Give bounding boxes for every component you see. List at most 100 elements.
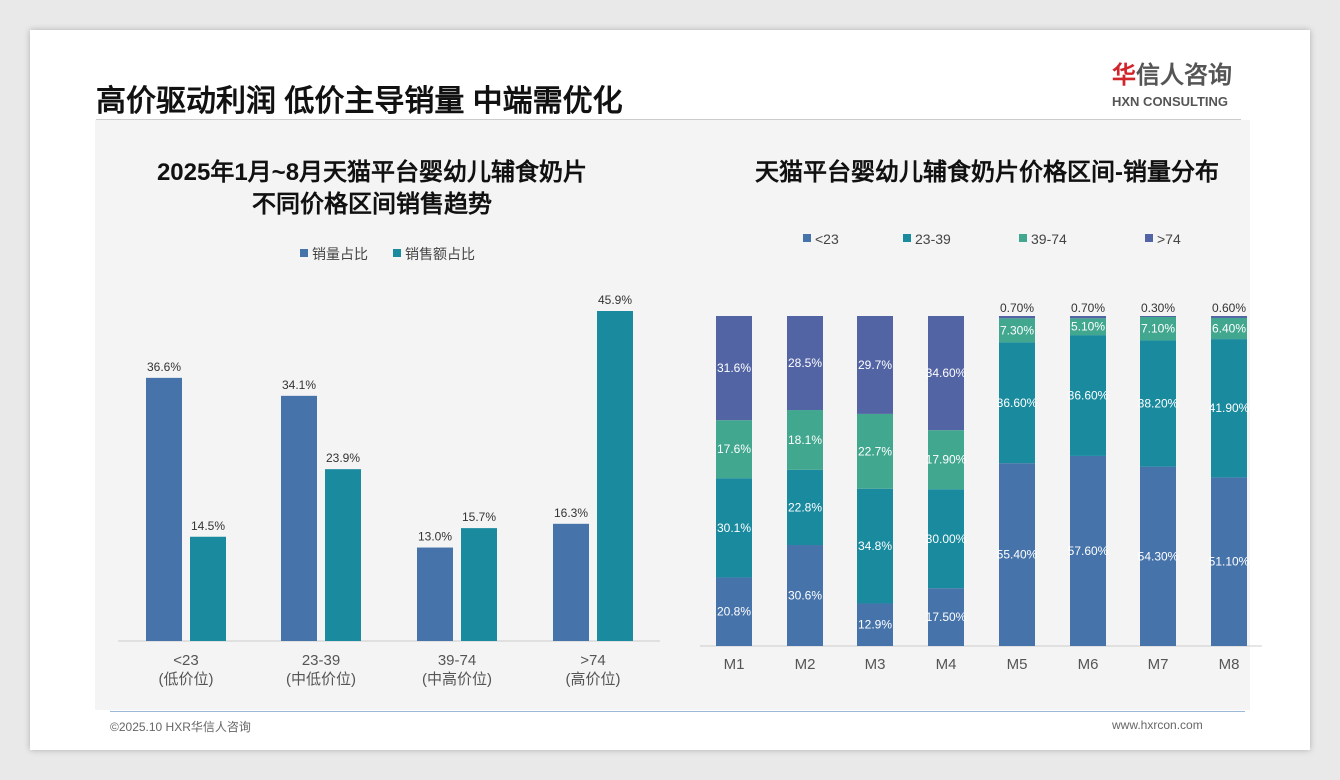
stacked-bar-segment	[1140, 466, 1176, 646]
stacked-bar-segment	[1140, 340, 1176, 467]
legend-label: >74	[1157, 231, 1181, 247]
stacked-bar-segment	[787, 316, 823, 411]
data-label: 41.90%	[1209, 401, 1250, 415]
bar	[461, 528, 497, 641]
bar	[597, 311, 633, 641]
right-chart-title: 天猫平台婴幼儿辅食奶片价格区间-销量分布	[755, 158, 1219, 186]
data-label: 57.60%	[1068, 544, 1109, 558]
legend-swatch	[1145, 234, 1153, 242]
website: www.hxrcon.com	[1112, 718, 1203, 732]
x-tick: M4	[936, 656, 957, 673]
x-tick-sub: (中高价位)	[422, 671, 492, 688]
data-label: 12.9%	[858, 618, 892, 632]
stacked-bar-segment	[857, 488, 893, 604]
stacked-bar-segment	[1140, 316, 1176, 341]
logo-cn: 信人咨询	[1136, 62, 1232, 89]
data-label: 34.1%	[282, 378, 316, 392]
data-label: 0.70%	[1000, 301, 1034, 315]
stacked-bar-segment	[787, 545, 823, 646]
x-tick: M2	[795, 656, 816, 673]
x-tick: M6	[1078, 656, 1099, 673]
legend-swatch	[300, 249, 308, 257]
x-tick: M1	[724, 656, 745, 673]
x-tick-sub: (高价位)	[566, 671, 621, 688]
data-label: 30.00%	[926, 532, 967, 546]
data-label: 7.30%	[1000, 323, 1034, 337]
data-label: 15.7%	[462, 510, 496, 524]
stacked-bar-segment	[787, 469, 823, 546]
x-tick: 39-74	[438, 652, 476, 669]
stacked-bar-segment	[1211, 477, 1247, 646]
x-tick-sub: (中低价位)	[286, 671, 356, 688]
legend-swatch	[803, 234, 811, 242]
stacked-bar-segment	[1211, 316, 1247, 318]
stacked-bar-segment	[999, 316, 1035, 319]
legend-swatch	[1019, 234, 1027, 242]
logo: 华信人咨询	[1112, 62, 1232, 90]
data-label: 30.6%	[788, 589, 822, 603]
stacked-bar-segment	[1211, 339, 1247, 478]
bar	[146, 377, 182, 641]
legend-swatch	[903, 234, 911, 242]
data-label: 36.60%	[997, 396, 1038, 410]
stacked-bar-segment	[1070, 335, 1106, 456]
data-label: 17.6%	[717, 442, 751, 456]
data-label: 34.8%	[858, 539, 892, 553]
x-tick: M8	[1219, 656, 1240, 673]
legend-label: <23	[815, 231, 839, 247]
copyright: ©2025.10 HXR华信人咨询	[110, 720, 251, 734]
data-label: 30.1%	[717, 521, 751, 535]
x-tick: M7	[1148, 656, 1169, 673]
data-label: 20.8%	[717, 605, 751, 619]
data-label: 18.1%	[788, 433, 822, 447]
x-tick: <23	[173, 652, 198, 669]
logo-red: 华	[1112, 62, 1136, 89]
data-label: 0.70%	[1071, 301, 1105, 315]
data-label: 54.30%	[1138, 549, 1179, 563]
legend-label: 39-74	[1031, 231, 1067, 247]
bar	[417, 547, 453, 641]
left-chart-subtitle: 不同价格区间销售趋势	[252, 190, 492, 218]
bar	[325, 469, 361, 641]
data-label: 23.9%	[326, 451, 360, 465]
data-label: 51.10%	[1209, 555, 1250, 569]
stacked-bar-segment	[1211, 317, 1247, 340]
data-label: 34.60%	[926, 366, 967, 380]
data-label: 29.7%	[858, 358, 892, 372]
data-label: 17.50%	[926, 610, 967, 624]
stacked-bar-segment	[857, 413, 893, 489]
stacked-bar-segment	[928, 430, 964, 490]
stacked-bar-segment	[716, 420, 752, 479]
stacked-bar-segment	[928, 588, 964, 646]
x-tick: >74	[580, 652, 605, 669]
data-label: 38.20%	[1138, 397, 1179, 411]
legend-label: 23-39	[915, 231, 951, 247]
stacked-bar-segment	[857, 603, 893, 646]
data-label: 36.6%	[147, 360, 181, 374]
stacked-bar-segment	[999, 463, 1035, 646]
stacked-bar-segment	[716, 316, 752, 421]
data-label: 31.6%	[717, 361, 751, 375]
data-label: 7.10%	[1141, 322, 1175, 336]
x-tick: M3	[865, 656, 886, 673]
slide-title: 高价驱动利润 低价主导销量 中端需优化	[96, 85, 623, 118]
stacked-bar-segment	[999, 342, 1035, 464]
title-divider	[96, 119, 1241, 120]
data-label: 36.60%	[1068, 389, 1109, 403]
stacked-bar-segment	[1070, 316, 1106, 319]
legend-swatch	[393, 249, 401, 257]
bar	[190, 536, 226, 641]
legend-label: 销售额占比	[405, 246, 475, 262]
stacked-bar-segment	[716, 478, 752, 578]
stacked-bar-segment	[1140, 316, 1176, 317]
data-label: 0.30%	[1141, 301, 1175, 315]
bar	[553, 523, 589, 641]
stacked-bar-segment	[787, 410, 823, 470]
data-label: 28.5%	[788, 356, 822, 370]
stacked-bar-segment	[716, 577, 752, 646]
logo-en: HXN CONSULTING	[1112, 94, 1229, 109]
data-label: 16.3%	[554, 506, 588, 520]
stacked-bar-segment	[928, 489, 964, 589]
stacked-bar-segment	[1070, 455, 1106, 646]
